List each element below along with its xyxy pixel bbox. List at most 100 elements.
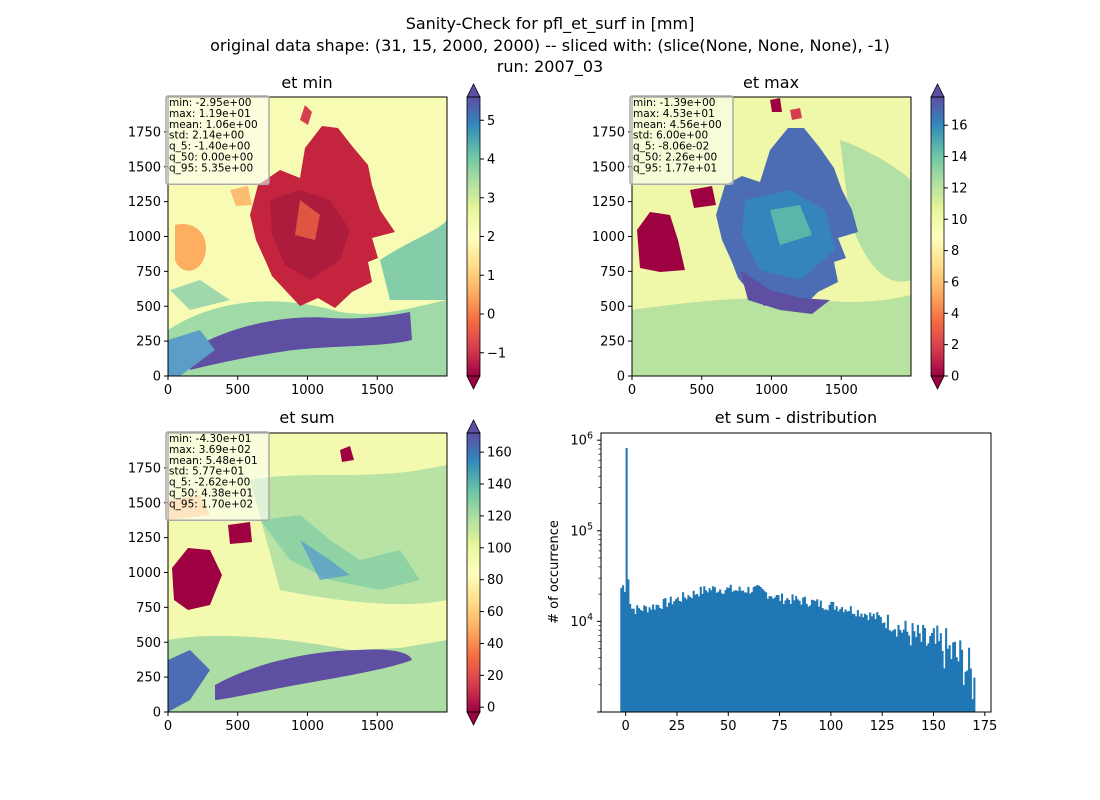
histogram-bar xyxy=(816,599,819,712)
histogram-bar xyxy=(844,609,847,712)
histogram-bar xyxy=(867,620,870,712)
x-tick-label: 25 xyxy=(669,719,686,734)
histogram-bar xyxy=(879,616,882,712)
histogram-bar xyxy=(828,604,831,712)
histogram-bar xyxy=(939,633,942,712)
histogram-bar xyxy=(908,635,911,712)
histogram-bar xyxy=(862,617,865,712)
histogram-bar xyxy=(763,590,766,712)
histogram-bar xyxy=(652,604,655,712)
histogram-bar xyxy=(777,595,780,712)
histogram-bar xyxy=(904,620,907,712)
stats-line: std: 5.77e+01 xyxy=(169,466,244,478)
histogram-bar xyxy=(870,616,874,712)
histogram-bar xyxy=(685,599,688,712)
stats-box-background xyxy=(165,431,270,522)
histogram-bar xyxy=(960,649,964,712)
histogram-bar xyxy=(761,588,764,712)
histogram-bar xyxy=(902,629,905,712)
y-tick-label: 250 xyxy=(600,335,625,350)
histogram-bar xyxy=(692,590,695,712)
histogram-bar xyxy=(687,595,690,712)
histogram-bar xyxy=(952,642,955,712)
histogram-bar xyxy=(814,601,817,712)
colorbar-tick-label: 0 xyxy=(951,370,959,385)
histogram-bar xyxy=(683,597,686,712)
histogram-bar xyxy=(869,612,872,712)
histogram-bar xyxy=(747,586,750,712)
histogram-bar xyxy=(722,594,725,712)
y-tick-label: 105 xyxy=(570,521,593,539)
histogram-bar xyxy=(749,593,752,712)
histogram-bar xyxy=(883,622,886,712)
colorbar-tick-label: 4 xyxy=(487,153,495,168)
histogram-bar xyxy=(622,585,625,712)
colorbar-extend-min xyxy=(930,375,945,390)
stats-line: q_5: -1.40e+00 xyxy=(169,141,250,153)
histogram-bar xyxy=(796,599,799,712)
histogram-bar xyxy=(819,600,822,712)
x-tick-label: 1000 xyxy=(291,383,324,398)
y-tick-label: 0 xyxy=(617,370,625,385)
colorbar-tick-label: 0 xyxy=(487,701,495,716)
histogram-bar xyxy=(893,629,896,712)
y-tick-label: 500 xyxy=(136,300,161,315)
colorbar-extend-min xyxy=(466,375,481,390)
y-tick-label-exponent: 4 xyxy=(587,612,593,623)
histogram-bar xyxy=(938,641,941,712)
histogram-bar xyxy=(837,611,840,712)
colorbar-extend-max xyxy=(466,83,481,98)
histogram-bar xyxy=(833,609,836,712)
histogram-bar xyxy=(675,599,678,712)
histogram-bar xyxy=(969,668,972,712)
histogram-bar xyxy=(637,608,641,712)
y-tick-label-exponent: 6 xyxy=(587,431,593,442)
stats-line: q_50: 2.26e+00 xyxy=(633,152,717,164)
colorbar-extend-max xyxy=(930,83,945,98)
colorbar-tick-label: 40 xyxy=(487,637,504,652)
x-tick-label: 500 xyxy=(225,719,250,734)
histogram-bar xyxy=(863,613,866,712)
histogram-bar xyxy=(724,590,727,712)
histogram-bar xyxy=(660,609,663,712)
colorbar: 0 20 40 60 80 100 120 140 160 xyxy=(466,419,512,726)
y-tick-label: 1250 xyxy=(128,195,161,210)
histogram-bar xyxy=(710,590,713,712)
y-tick-label: 1750 xyxy=(592,125,625,140)
histogram-bar xyxy=(759,587,762,712)
colorbar-extend-min xyxy=(466,711,481,726)
histogram-bar xyxy=(936,625,939,712)
colorbar-tick-label: 2 xyxy=(487,230,495,245)
histogram-bars xyxy=(620,447,976,712)
colorbar-tick-label: 12 xyxy=(951,181,968,196)
histogram-bar xyxy=(719,589,722,712)
histogram-bar xyxy=(918,633,921,712)
x-tick-label: 100 xyxy=(818,719,843,734)
histogram-bar xyxy=(851,613,854,712)
colorbar-tick-label: −1 xyxy=(487,346,506,361)
histogram-bar xyxy=(662,598,665,712)
stats-line: min: -4.30e+01 xyxy=(169,433,251,445)
histogram-bar xyxy=(825,609,828,712)
x-tick-label: 0 xyxy=(164,719,172,734)
histogram-bar xyxy=(934,643,937,712)
histogram-bar xyxy=(682,592,685,712)
colorbar: 0 2 4 6 8 10 12 14 16 xyxy=(930,83,968,390)
colorbar-gradient xyxy=(467,433,480,712)
histogram-bar xyxy=(950,658,953,712)
stats-line: min: -2.95e+00 xyxy=(169,97,251,109)
histogram-bar xyxy=(955,657,958,712)
figure-title-line-1: Sanity-Check for pfl_et_surf in [mm] xyxy=(406,14,695,34)
stats-line: q_50: 0.00e+00 xyxy=(169,152,253,164)
histogram-bar xyxy=(689,596,692,712)
histogram-bar xyxy=(923,628,926,712)
histogram-bar xyxy=(713,587,716,712)
histogram-bar xyxy=(848,611,851,712)
x-tick-label: 0 xyxy=(628,383,636,398)
x-tick-label: 500 xyxy=(689,383,714,398)
histogram-bar xyxy=(669,596,672,712)
y-tick-label: 1000 xyxy=(128,566,161,581)
